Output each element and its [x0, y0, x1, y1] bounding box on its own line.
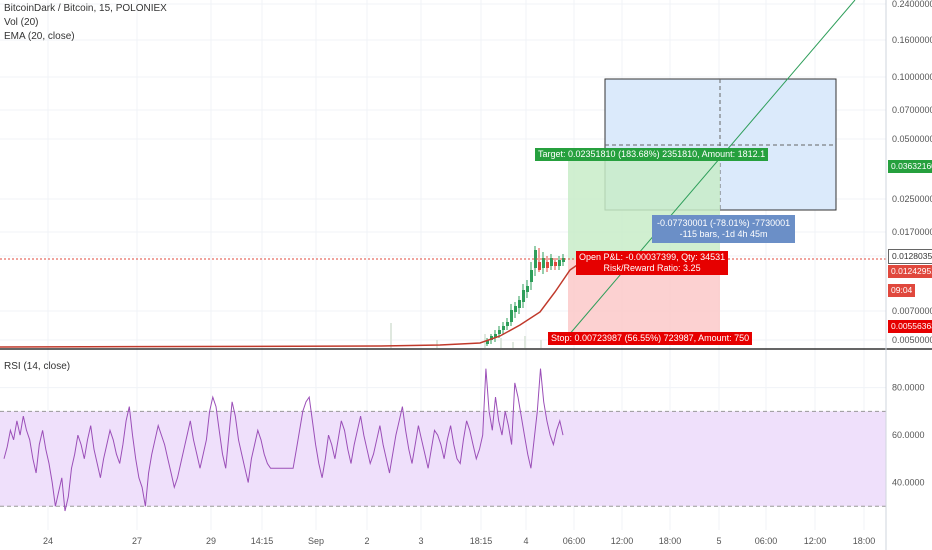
time-tick-label: 12:00: [611, 536, 634, 546]
candle-body: [522, 290, 525, 302]
price-tick-label: 0.10000000: [892, 72, 932, 82]
candle-body: [510, 310, 513, 322]
candle-body: [550, 258, 553, 266]
time-tick-label: 29: [206, 536, 216, 546]
legend-symbol[interactable]: BitcoinDark / Bitcoin, 15, POLONIEX: [4, 3, 167, 14]
time-tick-label: 24: [43, 536, 53, 546]
legend-ema[interactable]: EMA (20, close): [4, 31, 75, 42]
measure-price: -0.07730001 (-78.01%) -7730001: [657, 218, 791, 228]
time-tick-label: Sep: [308, 536, 324, 546]
price-tick-label: 0.00500000: [892, 335, 932, 345]
price-tick-label: 0.02500000: [892, 194, 932, 204]
price-tick-label: 0.24000000: [892, 0, 932, 9]
rsi-tick-label: 60.0000: [892, 430, 925, 440]
price-tag: 0.00556363: [888, 320, 932, 333]
target-label[interactable]: Target: 0.02351810 (183.68%) 2351810, Am…: [535, 148, 769, 161]
volume-bar: [500, 338, 502, 348]
price-tag: 0.03632160: [888, 160, 932, 173]
volume-bar: [390, 323, 392, 348]
price-candles: [486, 246, 565, 346]
target-zone[interactable]: [568, 160, 720, 260]
rsi-tick-label: 40.0000: [892, 478, 925, 488]
time-tick-label: 18:00: [853, 536, 876, 546]
candle-body: [514, 306, 517, 312]
measure-label[interactable]: -0.07730001 (-78.01%) -7730001 -115 bars…: [652, 215, 796, 243]
candle-body: [538, 262, 541, 270]
time-tick-label: 3: [418, 536, 423, 546]
risk-reward-text: Risk/Reward Ratio: 3.25: [603, 263, 701, 273]
time-tick-label: 06:00: [563, 536, 586, 546]
rsi-tick-label: 80.0000: [892, 383, 925, 393]
time-tick-label: 06:00: [755, 536, 778, 546]
legend: BitcoinDark / Bitcoin, 15, POLONIEX Vol …: [4, 2, 167, 44]
candle-body: [558, 260, 561, 266]
measure-time: -115 bars, -1d 4h 45m: [679, 229, 768, 239]
time-tick-label: 27: [132, 536, 142, 546]
time-axis[interactable]: 24 27 29 14:15 Sep 2 3 18:15 4 06:00 12:00 18:00 5 06…: [43, 536, 875, 546]
price-tick-label: 0.07000000: [892, 105, 932, 115]
volume-bar: [436, 340, 438, 348]
candle-body: [554, 262, 557, 266]
price-tag: 09:04: [888, 284, 916, 297]
trend-line[interactable]: [567, 0, 856, 337]
candle-body: [502, 326, 505, 330]
price-tick-label: 0.16000000: [892, 35, 932, 45]
candle-body: [542, 258, 545, 268]
rsi-line: [3, 368, 564, 512]
price-tag: 0.01242951: [888, 265, 932, 278]
time-tick-label: 12:00: [804, 536, 827, 546]
candle-body: [486, 340, 489, 344]
candle-body: [518, 300, 521, 308]
price-tick-label: 0.05000000: [892, 134, 932, 144]
time-tick-label: 18:15: [470, 536, 493, 546]
candle-body: [506, 322, 509, 326]
candle-body: [546, 262, 549, 268]
rsi-band: [0, 411, 886, 507]
candle-body: [490, 336, 493, 340]
candle-body: [526, 286, 529, 292]
time-tick-label: 5: [716, 536, 721, 546]
legend-vol[interactable]: Vol (20): [4, 17, 39, 28]
candle-body: [494, 334, 497, 338]
candle-body: [530, 270, 533, 282]
candle-body: [534, 250, 537, 268]
volume-bar: [512, 342, 514, 348]
price-tick-label: 0.00700000: [892, 306, 932, 316]
volume-bar: [540, 340, 542, 348]
pnl-text: Open P&L: -0.00037399, Qty: 34531: [579, 252, 726, 262]
time-tick-label: 14:15: [251, 536, 274, 546]
candle-body: [562, 258, 565, 262]
price-tick-label: 0.01700000: [892, 227, 932, 237]
stop-label[interactable]: Stop: 0.00723987 (56.55%) 723987, Amount…: [548, 332, 753, 345]
volume-bar: [524, 336, 526, 348]
rsi-axis[interactable]: 80.0000 60.0000 40.0000: [892, 383, 925, 488]
time-tick-label: 4: [523, 536, 528, 546]
time-tick-label: 2: [364, 536, 369, 546]
legend-rsi[interactable]: RSI (14, close): [4, 361, 71, 372]
ema-line: [0, 262, 581, 348]
time-tick-label: 18:00: [659, 536, 682, 546]
pnl-label[interactable]: Open P&L: -0.00037399, Qty: 34531 Risk/R…: [576, 251, 729, 275]
candle-body: [498, 330, 501, 334]
